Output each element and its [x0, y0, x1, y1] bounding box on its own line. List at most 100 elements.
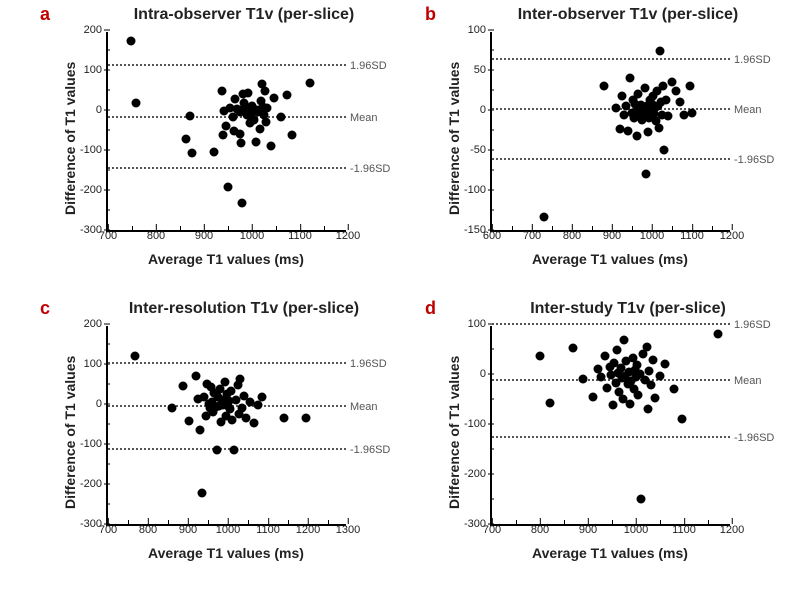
plot-area-c: 7008009001000110012001300-300-200-100010…	[106, 326, 346, 526]
scatter-point	[244, 89, 253, 98]
scatter-point	[676, 98, 685, 107]
scatter-point	[267, 142, 276, 151]
panel-letter-a: a	[40, 4, 50, 25]
scatter-point	[659, 82, 668, 91]
scatter-point	[224, 182, 233, 191]
scatter-point	[634, 391, 643, 400]
scatter-point	[655, 123, 664, 132]
scatter-point	[656, 372, 665, 381]
scatter-point	[672, 86, 681, 95]
y-tick: -100	[80, 438, 108, 450]
scatter-point	[642, 170, 651, 179]
ref-line-lower-label: -1.96SD	[346, 444, 390, 456]
x-tick: 1200	[336, 230, 360, 242]
scatter-point	[632, 131, 641, 140]
scatter-point	[620, 336, 629, 345]
scatter-point	[196, 426, 205, 435]
scatter-point	[188, 149, 197, 158]
scatter-point	[218, 86, 227, 95]
scatter-point	[269, 94, 278, 103]
scatter-point	[263, 104, 272, 113]
x-tick: 1200	[720, 524, 744, 536]
y-tick: 100	[468, 318, 492, 330]
scatter-point	[608, 401, 617, 410]
ref-line-lower-label: -1.96SD	[346, 163, 390, 175]
scatter-point	[219, 130, 228, 139]
scatter-point	[597, 373, 606, 382]
scatter-point	[662, 96, 671, 105]
ref-line-upper-label: 1.96SD	[730, 54, 771, 66]
scatter-point	[262, 118, 271, 127]
scatter-point	[280, 413, 289, 422]
plot-area-b: 600700800900100011001200-150-100-5005010…	[490, 32, 730, 232]
scatter-point	[660, 360, 669, 369]
x-tick: 1100	[288, 230, 312, 242]
y-tick: -50	[470, 144, 492, 156]
scatter-point	[686, 82, 695, 91]
ref-line-upper: 1.96SD	[492, 323, 730, 325]
y-tick: 100	[84, 358, 108, 370]
x-tick: 900	[603, 230, 621, 242]
scatter-point	[131, 98, 140, 107]
scatter-point	[688, 109, 697, 118]
y-axis-label-a: Difference of T1 values	[62, 62, 78, 215]
ref-line-upper-label: 1.96SD	[346, 60, 387, 72]
scatter-point	[251, 138, 260, 147]
scatter-point	[255, 125, 264, 134]
ref-line-mean-label: Mean	[346, 401, 378, 413]
scatter-point	[713, 330, 722, 339]
ref-line-mean-label: Mean	[730, 104, 762, 116]
scatter-point	[640, 83, 649, 92]
y-tick: -200	[80, 184, 108, 196]
x-tick: 1000	[216, 524, 240, 536]
ref-line-mean-label: Mean	[730, 375, 762, 387]
scatter-point	[579, 375, 588, 384]
scatter-point	[250, 419, 259, 428]
scatter-point	[236, 130, 245, 139]
scatter-point	[226, 404, 235, 413]
scatter-point	[644, 128, 653, 137]
chart-title-c: Inter-resolution T1v (per-slice)	[106, 300, 382, 318]
scatter-point	[237, 138, 246, 147]
scatter-point	[656, 46, 665, 55]
scatter-point	[131, 352, 140, 361]
panel-letter-d: d	[425, 298, 436, 319]
scatter-point	[168, 404, 177, 413]
scatter-point	[181, 134, 190, 143]
scatter-point	[649, 356, 658, 365]
scatter-point	[276, 113, 285, 122]
scatter-point	[647, 381, 656, 390]
x-tick: 1000	[240, 230, 264, 242]
scatter-point	[545, 399, 554, 408]
x-tick: 1000	[640, 230, 664, 242]
x-tick: 900	[195, 230, 213, 242]
x-tick: 700	[523, 230, 541, 242]
ref-line-lower: -1.96SD	[492, 158, 730, 160]
scatter-point	[282, 90, 291, 99]
y-tick: -200	[80, 478, 108, 490]
x-tick: 900	[579, 524, 597, 536]
x-axis-label-d: Average T1 values (ms)	[510, 545, 710, 561]
scatter-point	[603, 384, 612, 393]
scatter-point	[670, 385, 679, 394]
scatter-point	[209, 148, 218, 157]
y-tick: -300	[80, 224, 108, 236]
scatter-point	[258, 392, 267, 401]
ref-line-lower-label: -1.96SD	[730, 154, 774, 166]
y-tick: 100	[468, 24, 492, 36]
scatter-point	[645, 367, 654, 376]
scatter-point	[536, 352, 545, 361]
x-tick: 800	[563, 230, 581, 242]
y-tick: -300	[464, 518, 492, 530]
ref-line-lower: -1.96SD	[108, 167, 346, 169]
y-tick: -100	[464, 418, 492, 430]
scatter-point	[588, 393, 597, 402]
scatter-point	[677, 415, 686, 424]
ref-line-lower-label: -1.96SD	[730, 432, 774, 444]
chart-title-b: Inter-observer T1v (per-slice)	[490, 6, 766, 24]
scatter-point	[185, 111, 194, 120]
scatter-point	[612, 346, 621, 355]
y-axis-label-b: Difference of T1 values	[446, 62, 462, 215]
x-axis-label-c: Average T1 values (ms)	[126, 545, 326, 561]
x-tick: 800	[147, 230, 165, 242]
